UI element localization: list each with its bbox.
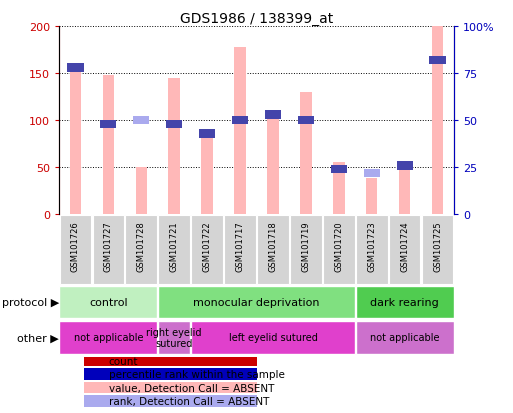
Text: GSM101720: GSM101720 xyxy=(334,221,343,271)
Bar xyxy=(84,355,256,367)
Bar xyxy=(84,382,256,393)
Bar xyxy=(331,166,347,174)
Bar xyxy=(333,163,345,215)
Text: GSM101723: GSM101723 xyxy=(367,221,376,271)
FancyBboxPatch shape xyxy=(257,216,289,284)
Text: count: count xyxy=(109,356,139,366)
Bar xyxy=(364,169,380,178)
FancyBboxPatch shape xyxy=(60,216,91,284)
Text: control: control xyxy=(89,297,128,308)
FancyBboxPatch shape xyxy=(356,216,387,284)
Bar xyxy=(67,64,84,72)
Bar xyxy=(166,120,182,129)
FancyBboxPatch shape xyxy=(191,216,223,284)
Text: monocular deprivation: monocular deprivation xyxy=(193,297,320,308)
Text: GSM101724: GSM101724 xyxy=(400,221,409,271)
FancyBboxPatch shape xyxy=(356,321,453,354)
Text: not applicable: not applicable xyxy=(74,332,143,343)
FancyBboxPatch shape xyxy=(356,286,453,319)
Text: protocol ▶: protocol ▶ xyxy=(2,297,59,308)
Text: not applicable: not applicable xyxy=(370,332,439,343)
FancyBboxPatch shape xyxy=(422,216,453,284)
Bar xyxy=(133,116,149,125)
FancyBboxPatch shape xyxy=(191,321,355,354)
Text: GSM101718: GSM101718 xyxy=(268,221,278,271)
FancyBboxPatch shape xyxy=(60,286,157,319)
FancyBboxPatch shape xyxy=(323,216,354,284)
FancyBboxPatch shape xyxy=(224,216,256,284)
Text: GSM101721: GSM101721 xyxy=(170,221,179,271)
Text: left eyelid sutured: left eyelid sutured xyxy=(228,332,318,343)
Bar xyxy=(199,130,215,138)
Text: dark rearing: dark rearing xyxy=(370,297,439,308)
Bar xyxy=(265,111,281,119)
FancyBboxPatch shape xyxy=(92,216,124,284)
Bar xyxy=(298,116,314,125)
Text: other ▶: other ▶ xyxy=(17,332,59,343)
Bar xyxy=(202,135,213,215)
Bar xyxy=(267,116,279,215)
Text: GSM101728: GSM101728 xyxy=(137,221,146,271)
Bar xyxy=(70,69,81,215)
Bar xyxy=(168,78,180,215)
Text: GSM101719: GSM101719 xyxy=(301,221,310,271)
Text: rank, Detection Call = ABSENT: rank, Detection Call = ABSENT xyxy=(109,396,269,406)
FancyBboxPatch shape xyxy=(158,321,190,354)
Text: GSM101725: GSM101725 xyxy=(433,221,442,271)
Bar xyxy=(399,168,410,215)
Text: right eyelid
sutured: right eyelid sutured xyxy=(146,327,202,349)
Bar xyxy=(101,120,116,129)
Text: percentile rank within the sample: percentile rank within the sample xyxy=(109,369,285,379)
FancyBboxPatch shape xyxy=(290,216,322,284)
Bar xyxy=(429,57,446,65)
Bar xyxy=(234,47,246,215)
Bar xyxy=(84,396,256,407)
Text: GSM101727: GSM101727 xyxy=(104,221,113,271)
Bar xyxy=(432,27,443,215)
Bar xyxy=(300,93,311,215)
FancyBboxPatch shape xyxy=(126,216,157,284)
Title: GDS1986 / 138399_at: GDS1986 / 138399_at xyxy=(180,12,333,26)
Bar xyxy=(84,368,256,380)
FancyBboxPatch shape xyxy=(158,286,355,319)
Bar xyxy=(135,168,147,215)
Text: GSM101726: GSM101726 xyxy=(71,221,80,271)
FancyBboxPatch shape xyxy=(60,321,157,354)
Bar xyxy=(366,179,378,215)
FancyBboxPatch shape xyxy=(389,216,421,284)
Text: GSM101722: GSM101722 xyxy=(203,221,212,271)
FancyBboxPatch shape xyxy=(159,216,190,284)
Text: value, Detection Call = ABSENT: value, Detection Call = ABSENT xyxy=(109,383,274,393)
Bar xyxy=(232,116,248,125)
Bar xyxy=(103,76,114,215)
Bar xyxy=(397,161,412,170)
Text: GSM101717: GSM101717 xyxy=(235,221,245,271)
